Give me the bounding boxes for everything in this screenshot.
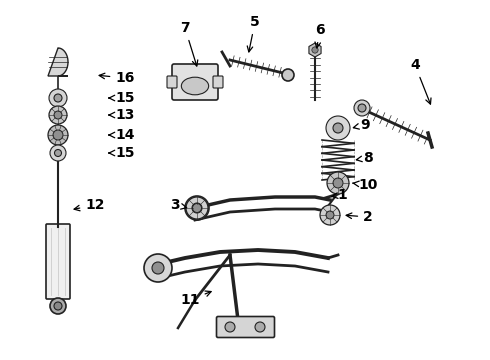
Circle shape xyxy=(326,211,334,219)
Text: 14: 14 xyxy=(109,128,135,142)
Circle shape xyxy=(320,205,340,225)
Circle shape xyxy=(282,69,294,81)
Circle shape xyxy=(326,116,350,140)
Circle shape xyxy=(49,89,67,107)
Circle shape xyxy=(54,94,62,102)
Circle shape xyxy=(333,123,343,133)
Circle shape xyxy=(255,322,265,332)
FancyBboxPatch shape xyxy=(213,76,223,88)
Circle shape xyxy=(333,178,343,188)
Text: 16: 16 xyxy=(99,71,135,85)
FancyBboxPatch shape xyxy=(46,224,70,299)
Ellipse shape xyxy=(181,77,209,95)
Text: 15: 15 xyxy=(109,146,135,160)
Text: 9: 9 xyxy=(353,118,370,132)
Text: 8: 8 xyxy=(356,151,373,165)
Text: 1: 1 xyxy=(331,188,347,202)
Text: 5: 5 xyxy=(247,15,260,52)
Circle shape xyxy=(144,254,172,282)
Circle shape xyxy=(225,322,235,332)
FancyBboxPatch shape xyxy=(217,316,274,338)
FancyBboxPatch shape xyxy=(167,76,177,88)
Text: 6: 6 xyxy=(315,23,325,48)
Text: 15: 15 xyxy=(109,91,135,105)
Circle shape xyxy=(54,302,62,310)
Circle shape xyxy=(312,47,318,53)
Circle shape xyxy=(53,130,63,140)
Text: 10: 10 xyxy=(353,178,378,192)
Text: 3: 3 xyxy=(170,198,187,212)
Text: 13: 13 xyxy=(109,108,135,122)
Circle shape xyxy=(192,203,202,213)
Text: 12: 12 xyxy=(74,198,105,212)
FancyBboxPatch shape xyxy=(172,64,218,100)
Circle shape xyxy=(50,298,66,314)
Circle shape xyxy=(354,100,370,116)
Circle shape xyxy=(186,197,208,219)
Circle shape xyxy=(49,106,67,124)
Circle shape xyxy=(358,104,366,112)
Circle shape xyxy=(185,196,209,220)
Circle shape xyxy=(327,172,349,194)
Text: 11: 11 xyxy=(180,291,211,307)
Polygon shape xyxy=(309,43,321,57)
Text: 4: 4 xyxy=(410,58,431,104)
Text: 2: 2 xyxy=(346,210,373,224)
Circle shape xyxy=(54,149,62,157)
Circle shape xyxy=(48,125,68,145)
Circle shape xyxy=(54,111,62,119)
Circle shape xyxy=(50,145,66,161)
Polygon shape xyxy=(48,48,68,76)
Text: 7: 7 xyxy=(180,21,198,66)
Circle shape xyxy=(193,203,201,212)
Circle shape xyxy=(152,262,164,274)
